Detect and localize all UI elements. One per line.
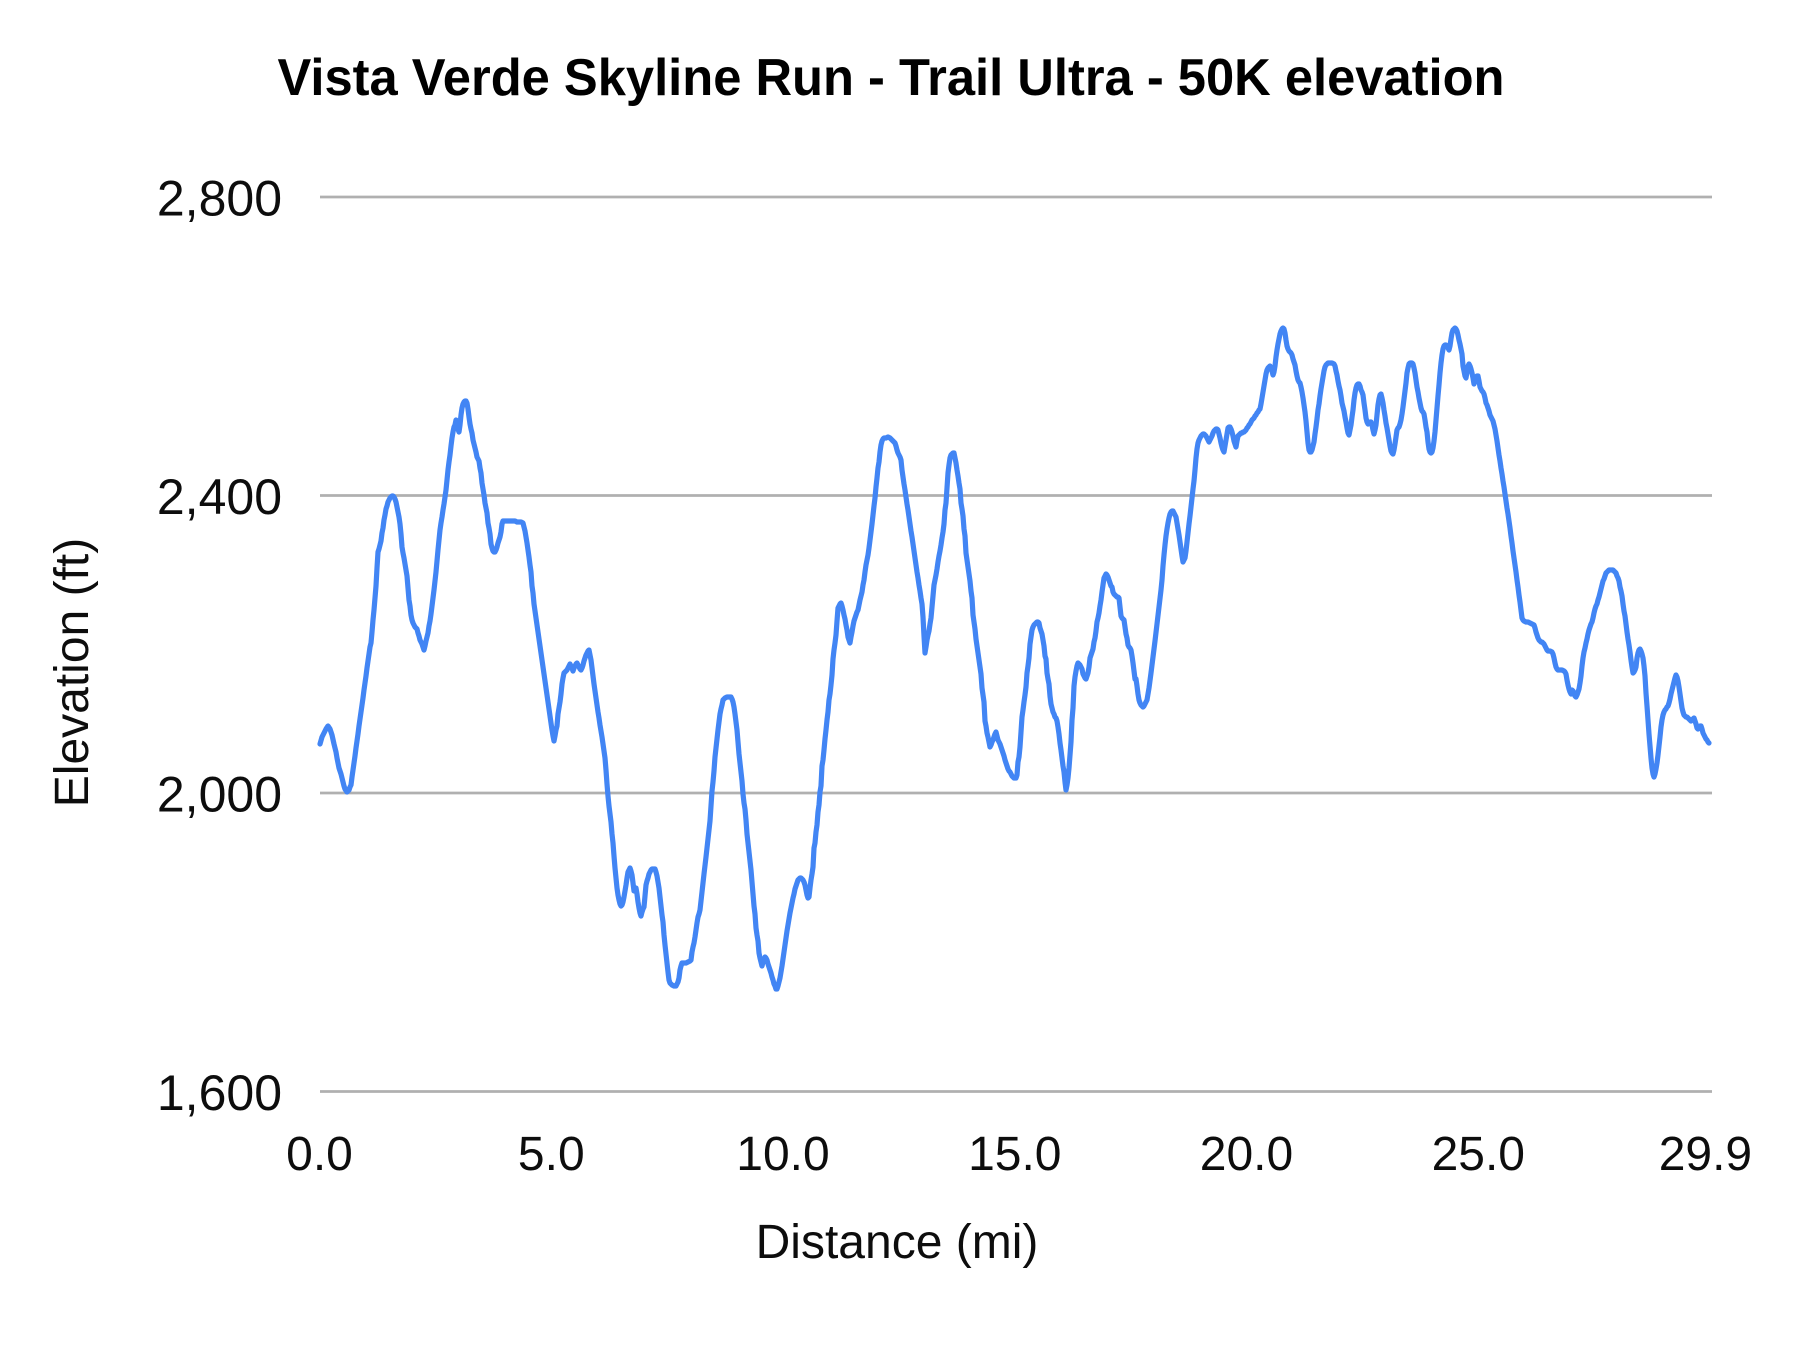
svg-text:2,000: 2,000	[157, 766, 282, 822]
svg-text:1,600: 1,600	[157, 1065, 282, 1121]
svg-text:25.0: 25.0	[1432, 1128, 1525, 1181]
svg-text:20.0: 20.0	[1200, 1128, 1293, 1181]
svg-text:29.9: 29.9	[1659, 1128, 1752, 1181]
svg-text:Distance (mi): Distance (mi)	[756, 1216, 1039, 1269]
svg-text:Vista Verde Skyline Run - Trai: Vista Verde Skyline Run - Trail Ultra - …	[278, 49, 1505, 107]
svg-text:0.0: 0.0	[286, 1128, 353, 1181]
svg-text:2,800: 2,800	[157, 170, 282, 226]
svg-text:15.0: 15.0	[968, 1128, 1061, 1181]
svg-text:Elevation (ft): Elevation (ft)	[46, 538, 99, 807]
svg-text:10.0: 10.0	[736, 1128, 829, 1181]
svg-text:2,400: 2,400	[157, 469, 282, 525]
svg-text:5.0: 5.0	[518, 1128, 585, 1181]
